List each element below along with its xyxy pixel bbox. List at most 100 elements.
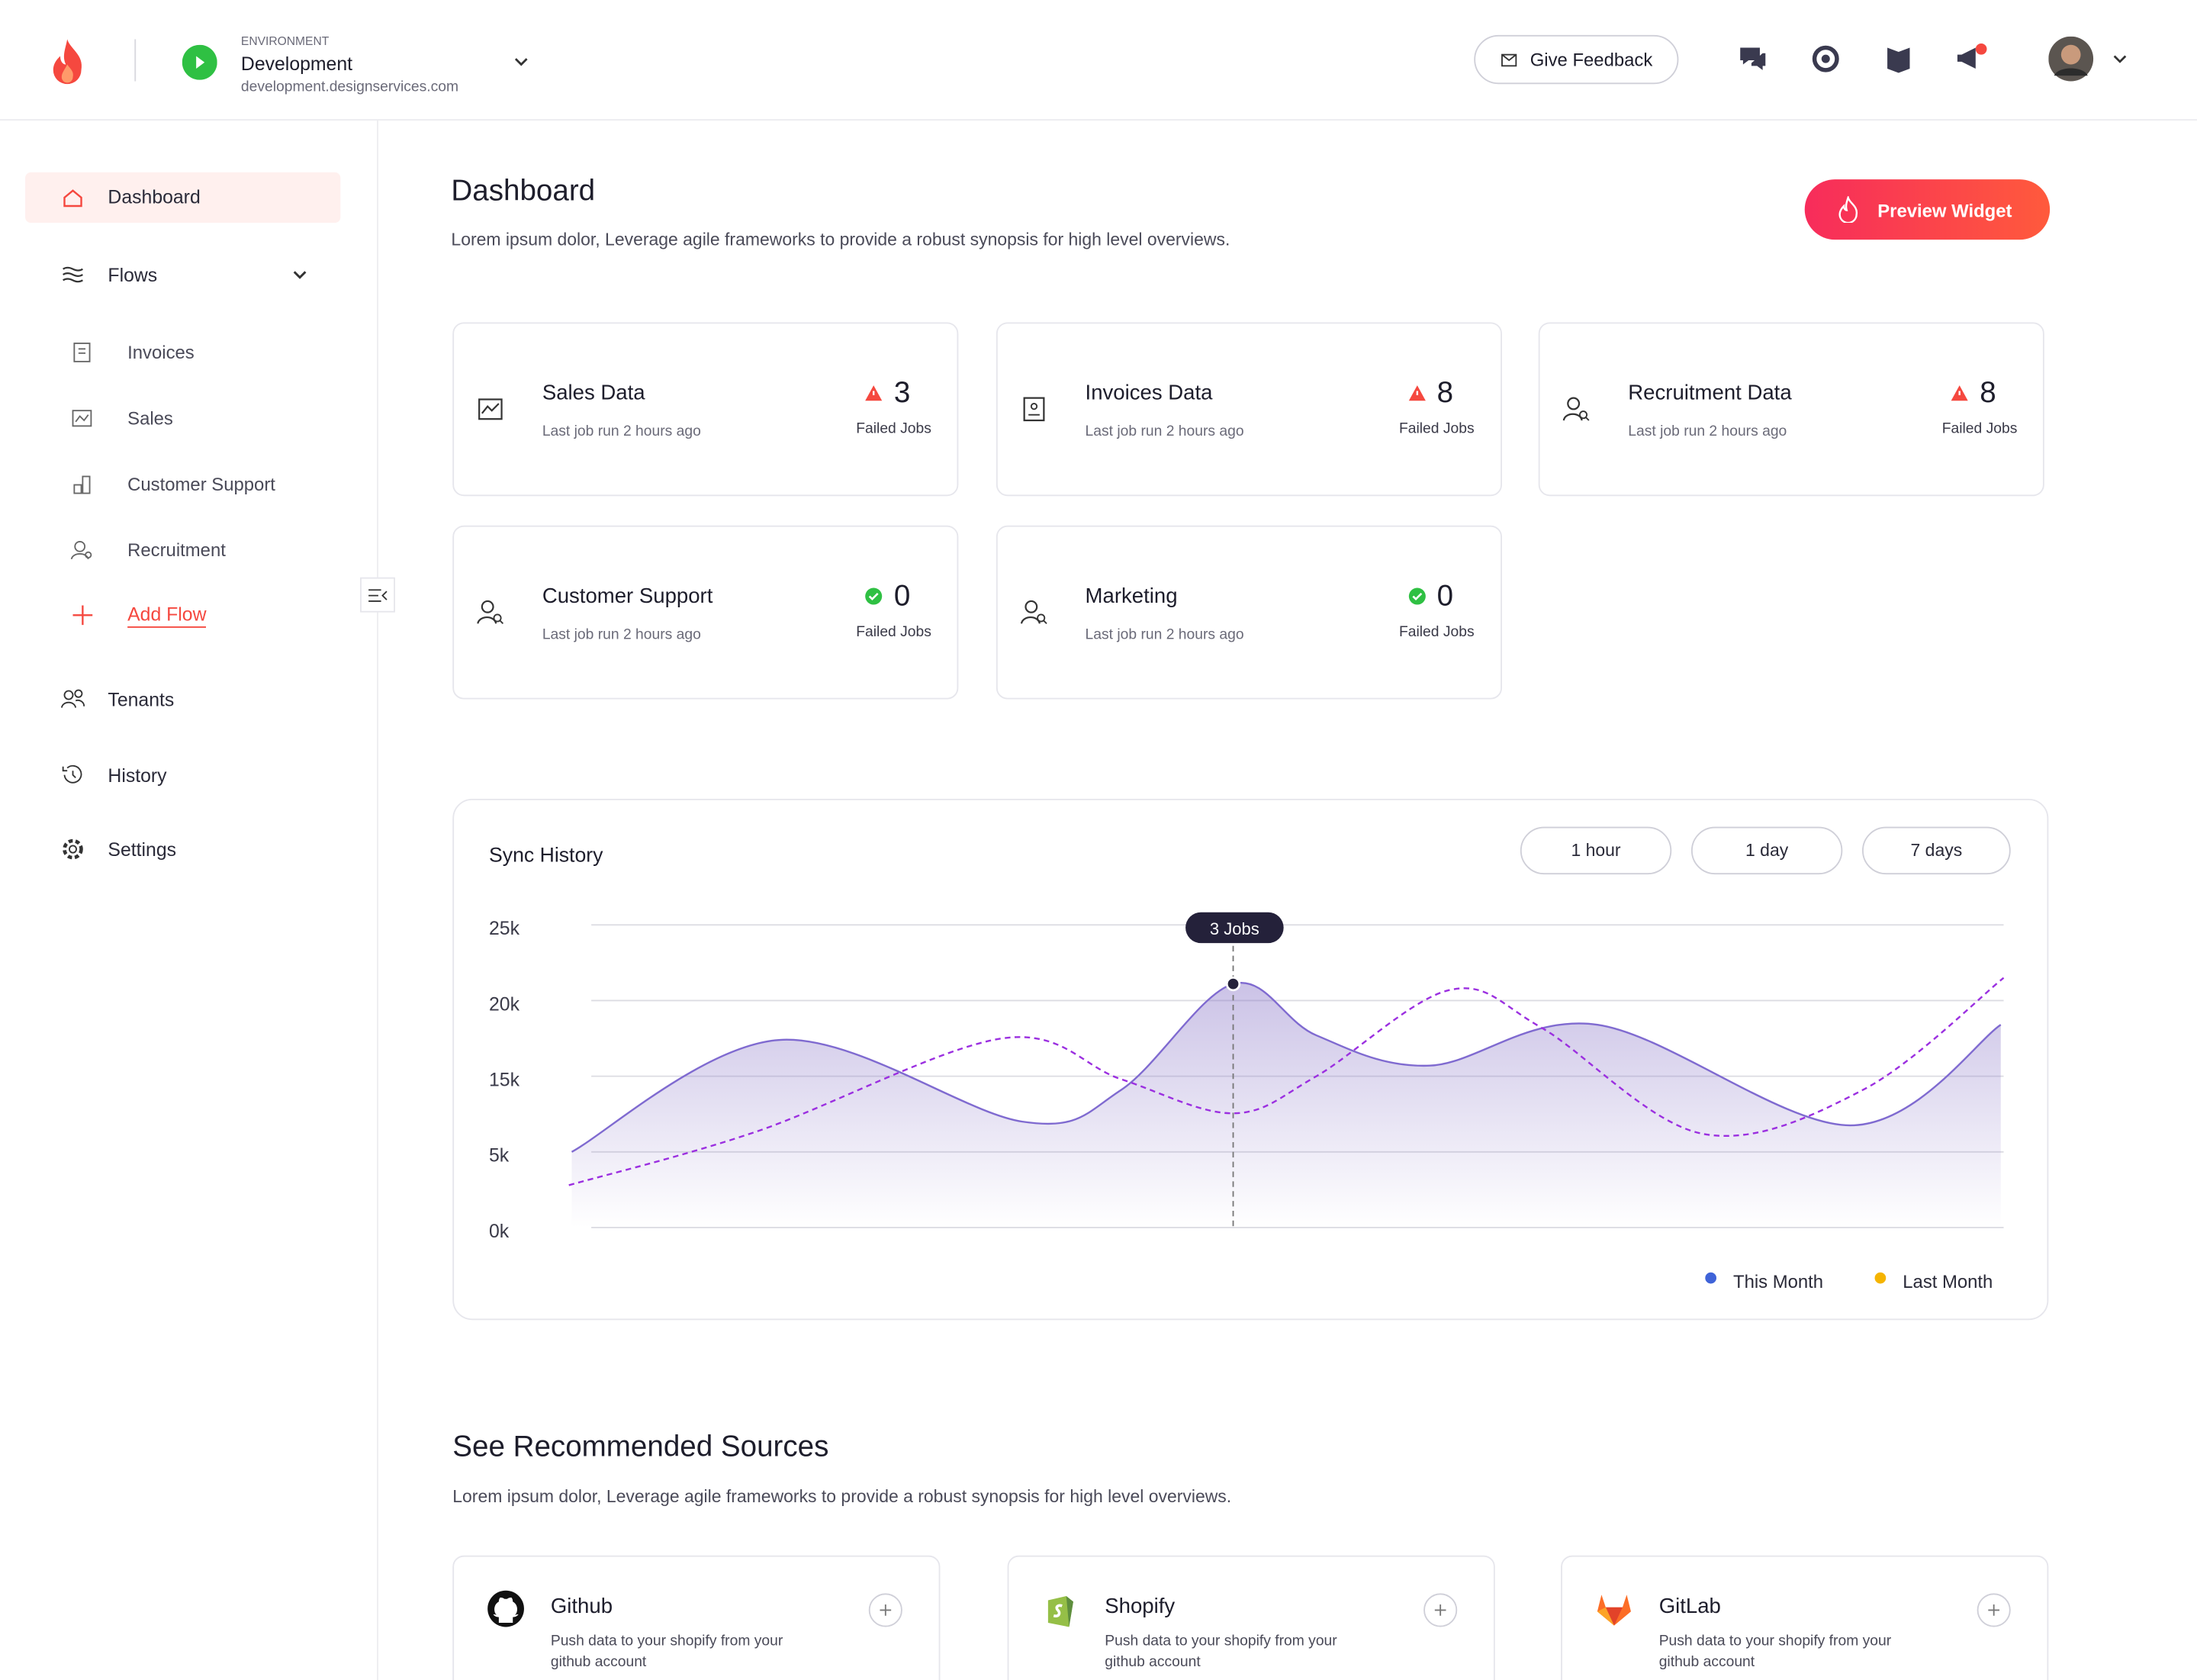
preview-button[interactable]: Preview Widget <box>1804 179 2051 240</box>
failed-label: Failed Jobs <box>856 623 931 641</box>
source-desc: Push data to your shopify from your gith… <box>550 1632 783 1671</box>
failed-label: Failed Jobs <box>1941 420 2018 438</box>
y-tick-label: 15k <box>489 1070 520 1090</box>
nav-item[interactable]: Tenants <box>108 689 175 711</box>
series-line <box>568 977 2005 1186</box>
card-icon <box>478 398 503 420</box>
chart-card: Sync History 25k 20k 15k 5k 0k 3 Jobs This Mon… <box>452 798 2049 1321</box>
source-desc: Push data to your shopify from your gith… <box>1658 1632 1892 1671</box>
logo <box>53 39 82 85</box>
card-title: Marketing <box>1085 584 1178 609</box>
card-icon <box>477 600 504 624</box>
range-button[interactable]: 1 hour <box>1520 826 1672 875</box>
card-icon <box>1562 397 1590 421</box>
legend-label: This Month <box>1733 1272 1823 1292</box>
nav-active[interactable] <box>25 172 341 224</box>
failed-label: Failed Jobs <box>1398 420 1475 438</box>
env-name[interactable]: Development <box>240 53 353 75</box>
card-subtitle: Last job run 2 hours ago <box>1085 626 1244 644</box>
nav-sub-item[interactable]: Sales <box>127 407 173 430</box>
nav-sub-item[interactable]: Invoices <box>127 342 195 363</box>
avatar[interactable] <box>2048 36 2132 83</box>
feedback-button[interactable]: Give Feedback <box>1474 34 1679 85</box>
nav-sub-item[interactable]: Customer Support <box>127 473 275 495</box>
env-chevron[interactable] <box>513 56 529 67</box>
y-tick-label: 20k <box>489 994 520 1015</box>
series-area <box>571 983 2001 1228</box>
job-card: Marketing Last job run 2 hours ago 0 Failed… <box>996 525 1502 700</box>
nav-icon <box>63 838 83 860</box>
add-source[interactable] <box>868 1593 902 1627</box>
add-source[interactable] <box>1977 1593 2011 1627</box>
nav-item[interactable]: Flows <box>108 265 158 286</box>
failed-count: 0 <box>893 580 911 613</box>
collapse-button[interactable] <box>360 577 395 613</box>
env-icon <box>182 44 217 80</box>
legend-label: Last Month <box>1903 1272 1993 1292</box>
failed-label: Failed Jobs <box>1398 623 1475 641</box>
flow-icon <box>70 540 92 560</box>
flame-icon <box>1838 196 1858 224</box>
failed-count: 0 <box>1436 580 1454 613</box>
status-icon <box>1407 385 1425 401</box>
card-subtitle: Last job run 2 hours ago <box>1085 423 1244 440</box>
card-subtitle: Last job run 2 hours ago <box>542 626 701 644</box>
point <box>1225 976 1241 992</box>
top-bar: ENVIRONMENT Development development.desi… <box>0 0 2197 121</box>
env-label: ENVIRONMENT <box>240 34 330 48</box>
failed-label: Failed Jobs <box>856 420 931 438</box>
job-card: Customer Support Last job run 2 hours ago… <box>452 525 959 700</box>
legend-dot <box>1705 1272 1717 1284</box>
add-icon <box>72 605 93 626</box>
nav-item[interactable]: Settings <box>108 839 177 861</box>
status-icon <box>865 385 883 401</box>
top-icons <box>1740 43 1987 73</box>
range-button[interactable]: 7 days <box>1862 826 2011 875</box>
card-subtitle: Last job run 2 hours ago <box>1628 423 1787 440</box>
nav-icon <box>62 764 82 783</box>
nav-sub-item[interactable]: Recruitment <box>127 539 226 561</box>
flows-icon <box>63 266 83 283</box>
plus-icon <box>1433 1604 1446 1616</box>
source-card: Github Push data to your shopify from you… <box>452 1555 941 1680</box>
source-desc: Push data to your shopify from your gith… <box>1105 1632 1337 1671</box>
nav-item[interactable]: Dashboard <box>108 186 201 208</box>
page-title: Dashboard <box>451 175 596 208</box>
series-line <box>571 981 2002 1153</box>
range-button[interactable]: 1 day <box>1690 826 1843 875</box>
chart-title: Sync History <box>489 844 603 867</box>
status-icon <box>1951 385 1968 401</box>
failed-count: 3 <box>893 377 911 410</box>
feedback-label: Give Feedback <box>1530 49 1653 70</box>
preview-label: Preview Widget <box>1877 200 2012 222</box>
add-flow[interactable]: Add Flow <box>127 604 207 628</box>
failed-count: 8 <box>1980 377 1996 410</box>
add-source[interactable] <box>1423 1593 1457 1627</box>
job-card: Sales Data Last job run 2 hours ago 3 Faile… <box>452 322 959 497</box>
y-tick-label: 5k <box>489 1146 510 1167</box>
source-logo <box>1597 1595 1631 1626</box>
home-icon <box>63 189 82 208</box>
source-logo <box>1047 1596 1073 1627</box>
card-title: Recruitment Data <box>1628 381 1792 405</box>
plus-icon <box>880 1604 892 1616</box>
card-icon <box>1022 397 1044 422</box>
flow-icon <box>73 343 91 362</box>
page-subtitle: Lorem ipsum dolor, Leverage agile framew… <box>451 230 1230 249</box>
collapse-icon <box>368 589 388 602</box>
divider <box>134 39 137 82</box>
flows-chevron[interactable] <box>291 269 308 281</box>
annotation-label: 3 Jobs <box>1210 919 1259 938</box>
env-url: development.designservices.com <box>240 78 459 95</box>
plus-icon <box>1988 1604 2000 1616</box>
status-icon <box>865 587 883 605</box>
source-name: GitLab <box>1658 1595 1721 1619</box>
status-icon <box>1407 587 1425 605</box>
sidebar: Dashboard Flows Add Flow Invoices Sales Cu… <box>0 120 395 1680</box>
card-icon <box>1019 600 1047 624</box>
y-tick-label: 25k <box>489 919 520 939</box>
source-logo <box>487 1590 524 1627</box>
nav-item[interactable]: History <box>108 764 167 786</box>
sources-subtitle: Lorem ipsum dolor, Leverage agile framew… <box>452 1486 1232 1507</box>
